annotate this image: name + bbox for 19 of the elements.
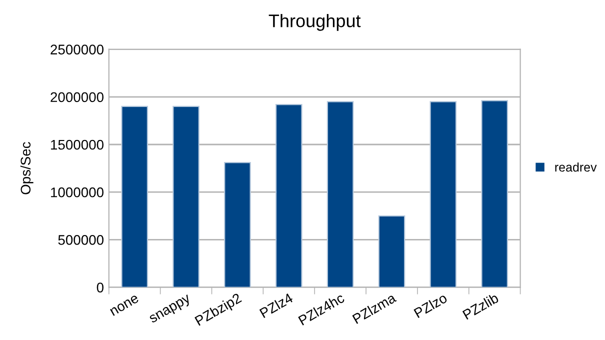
x-tick-label: none (110, 294, 140, 316)
bar (172, 106, 200, 288)
y-tick-label: 2000000 (50, 92, 104, 102)
bar (275, 104, 302, 288)
y-axis-title: Ops/Sec (20, 142, 34, 194)
bar (326, 101, 354, 288)
y-tick-label: 0 (96, 282, 104, 292)
bar (224, 162, 251, 288)
bar (121, 106, 148, 288)
y-tick-label: 1500000 (51, 140, 104, 150)
chart-title: Throughput (268, 14, 361, 31)
x-tick-label: PZlzo (413, 292, 448, 318)
legend-label: readrev (555, 162, 597, 172)
bar (481, 100, 508, 288)
bar (378, 215, 406, 288)
bar (430, 101, 457, 288)
y-tick-label: 1000000 (51, 187, 104, 198)
y-tick-label: 2500000 (50, 44, 104, 54)
y-tick-label: 500000 (58, 235, 104, 245)
